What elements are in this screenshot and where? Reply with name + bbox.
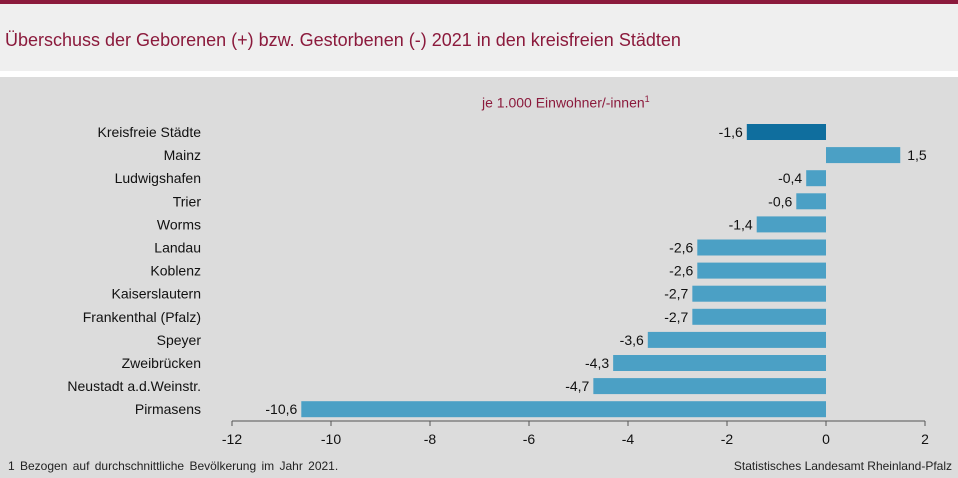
category-label: Kaiserslautern: [112, 286, 202, 302]
chart-subtitle: je 1.000 Einwohner/-innen1: [482, 94, 650, 111]
value-label: -4,3: [585, 355, 609, 371]
value-label: -1,4: [729, 216, 753, 232]
x-tick-label: -8: [424, 431, 437, 447]
category-label: Mainz: [164, 147, 201, 163]
value-label: -2,6: [669, 240, 693, 256]
bar-2: [806, 170, 826, 187]
footnote-marker: 1: [644, 94, 650, 104]
x-tick-label: -4: [622, 431, 635, 447]
category-label: Speyer: [157, 332, 202, 348]
value-label: 1,5: [907, 147, 927, 163]
header: Überschuss der Geborenen (+) bzw. Gestor…: [0, 4, 958, 71]
category-label: Neustadt a.d.Weinstr.: [67, 378, 201, 394]
bar-3: [796, 193, 826, 210]
bar-7: [692, 285, 826, 302]
page-title: Überschuss der Geborenen (+) bzw. Gestor…: [5, 30, 681, 50]
bar-11: [593, 378, 826, 395]
bar-0: [746, 124, 826, 140]
value-label: -2,7: [664, 309, 688, 325]
bar-10: [613, 355, 826, 371]
value-label: -2,6: [669, 263, 693, 279]
bar-4: [756, 216, 826, 233]
x-tick-label: -10: [321, 431, 341, 447]
bar-9: [647, 331, 826, 348]
value-label: -1,6: [719, 124, 743, 140]
top-accent-bar: [0, 0, 958, 4]
divider: [0, 71, 958, 77]
x-tick-label: 0: [822, 431, 830, 447]
value-label: -10,6: [265, 401, 297, 417]
category-label: Landau: [154, 240, 201, 256]
category-label: Worms: [157, 216, 201, 232]
category-label: Frankenthal (Pfalz): [83, 309, 201, 325]
bar-1: [826, 147, 901, 164]
bar-12: [301, 401, 826, 418]
category-label: Trier: [173, 193, 202, 209]
category-label: Koblenz: [150, 263, 201, 279]
bar-6: [697, 262, 826, 279]
source-credit: Statistisches Landesamt Rheinland-Pfalz: [733, 459, 952, 473]
category-label: Kreisfreie Städte: [98, 124, 202, 140]
x-tick-label: 2: [921, 431, 929, 447]
chart-subtitle-text: je 1.000 Einwohner/-innen: [482, 94, 645, 111]
value-label: -3,6: [620, 332, 644, 348]
value-label: -0,4: [778, 170, 802, 186]
x-tick-label: -2: [721, 431, 734, 447]
x-tick-label: -6: [523, 431, 536, 447]
value-label: -4,7: [565, 378, 589, 394]
value-label: -0,6: [768, 193, 792, 209]
x-tick-label: -12: [222, 431, 242, 447]
bar-8: [692, 308, 826, 325]
footnote: 1 Bezogen auf durchschnittliche Bevölker…: [8, 459, 339, 473]
category-label: Pirmasens: [135, 401, 201, 417]
value-label: -2,7: [664, 286, 688, 302]
category-label: Zweibrücken: [122, 355, 201, 371]
category-label: Ludwigshafen: [115, 170, 201, 186]
bar-5: [697, 239, 826, 256]
